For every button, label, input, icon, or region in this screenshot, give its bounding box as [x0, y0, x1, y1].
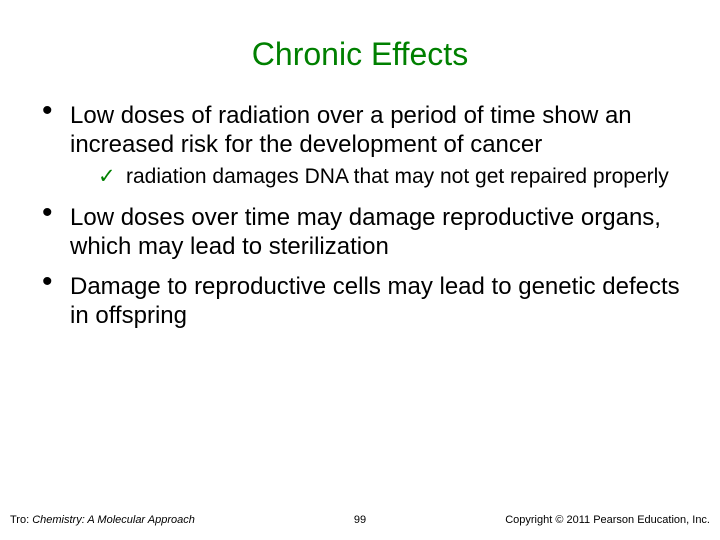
footer-left: Tro: Chemistry: A Molecular Approach [10, 514, 195, 526]
bullet-list: Low doses of radiation over a period of … [28, 101, 692, 330]
list-item: Damage to reproductive cells may lead to… [42, 272, 692, 331]
sub-bullet-text: radiation damages DNA that may not get r… [126, 165, 669, 188]
bullet-text: Low doses over time may damage reproduct… [70, 204, 661, 260]
list-item: Low doses of radiation over a period of … [42, 101, 692, 189]
footer-book-title: Chemistry: A Molecular Approach [32, 514, 195, 526]
footer-page-number: 99 [354, 514, 366, 526]
footer: Tro: Chemistry: A Molecular Approach 99 … [0, 514, 720, 526]
slide: Chronic Effects Low doses of radiation o… [0, 0, 720, 540]
bullet-text: Low doses of radiation over a period of … [70, 102, 632, 158]
bullet-text: Damage to reproductive cells may lead to… [70, 273, 680, 329]
check-icon: ✓ [98, 164, 116, 190]
footer-copyright: Copyright © 2011 Pearson Education, Inc. [505, 514, 710, 526]
sub-list-item: ✓ radiation damages DNA that may not get… [98, 164, 692, 190]
slide-title: Chronic Effects [28, 36, 692, 73]
list-item: Low doses over time may damage reproduct… [42, 203, 692, 262]
footer-author: Tro: [10, 514, 32, 526]
